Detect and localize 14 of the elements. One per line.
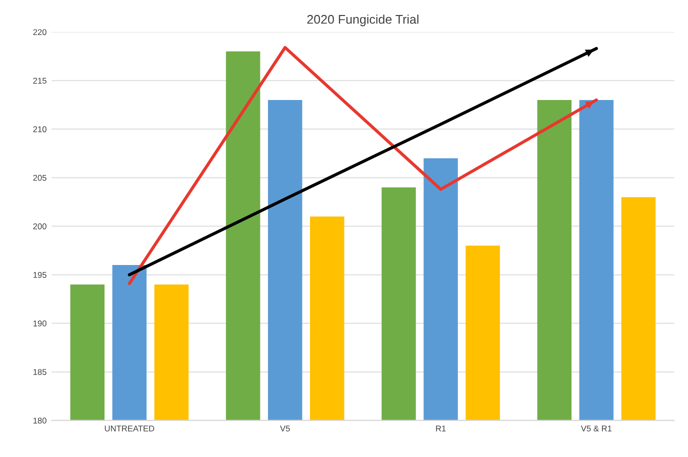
y-tick-label: 210 [33,126,46,132]
x-tick-label: V5 & R1 [580,426,612,432]
y-tick-label: 190 [33,320,46,326]
chart-title: 2020 Fungicide Trial [307,14,418,26]
x-tick-label: UNTREATED [104,426,154,432]
y-tick-label: 215 [33,78,46,84]
y-tick-label: 200 [33,223,46,230]
y-tick-label: 220 [33,29,46,36]
y-tick-label: 195 [33,272,46,278]
y-tick-label: 180 [33,418,46,424]
x-tick-label: V5 [280,426,290,432]
y-tick-label: 185 [33,369,46,375]
y-tick-label: 205 [33,174,46,181]
x-tick-label: R1 [436,426,446,432]
